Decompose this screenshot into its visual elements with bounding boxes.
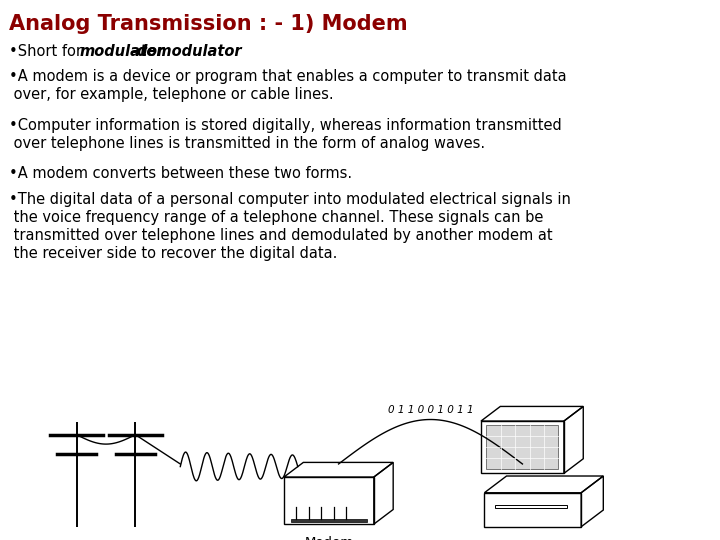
- Text: •A modem is a device or program that enables a computer to transmit data
 over, : •A modem is a device or program that ena…: [9, 69, 566, 102]
- Text: Analog Transmission : - 1) Modem: Analog Transmission : - 1) Modem: [9, 14, 408, 33]
- Text: .: .: [197, 44, 202, 59]
- Polygon shape: [291, 519, 367, 522]
- Text: demodulator: demodulator: [137, 44, 243, 59]
- Text: •The digital data of a personal computer into modulated electrical signals in
 t: •The digital data of a personal computer…: [9, 192, 570, 261]
- Text: 0 1 1 0 0 1 0 1 1: 0 1 1 0 0 1 0 1 1: [387, 406, 473, 415]
- Text: •Computer information is stored digitally, whereas information transmitted
 over: •Computer information is stored digitall…: [9, 118, 562, 151]
- Polygon shape: [487, 426, 559, 469]
- Text: -: -: [131, 44, 138, 59]
- Text: •Short for: •Short for: [9, 44, 86, 59]
- Text: Modem: Modem: [305, 536, 354, 540]
- Text: modulator: modulator: [79, 44, 164, 59]
- Text: •A modem converts between these two forms.: •A modem converts between these two form…: [9, 166, 352, 181]
